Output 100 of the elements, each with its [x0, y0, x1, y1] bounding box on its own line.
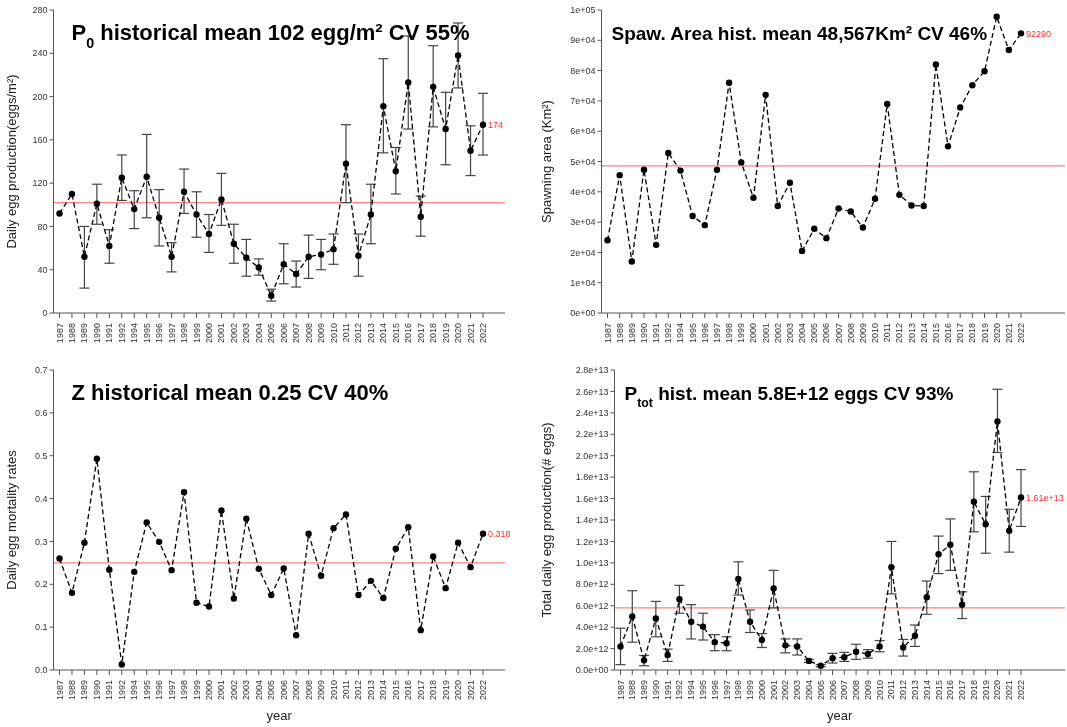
point — [81, 253, 88, 260]
point — [823, 234, 830, 242]
point — [617, 643, 624, 650]
x-tick-label: 2006 — [821, 323, 832, 344]
point — [725, 79, 733, 86]
point — [604, 237, 611, 244]
y-tick-label: 0.5 — [34, 450, 48, 461]
x-tick-label: 2006 — [278, 680, 289, 701]
point — [711, 638, 718, 646]
x-tick-label: 2009 — [857, 323, 868, 344]
point — [900, 644, 907, 651]
point — [1017, 30, 1025, 37]
x-tick-label: 2003 — [241, 323, 252, 344]
x-tick-label: 1995 — [687, 323, 698, 344]
point — [911, 632, 919, 639]
point — [479, 121, 487, 128]
point — [944, 143, 952, 150]
point — [380, 594, 387, 602]
point — [467, 563, 474, 571]
point — [770, 585, 777, 592]
point — [243, 515, 250, 522]
point — [118, 174, 125, 181]
x-tick-label: 2004 — [253, 680, 264, 701]
x-tick-label: 2012 — [894, 323, 905, 344]
x-tick-label: 2018 — [428, 323, 439, 344]
x-tick-label: 2001 — [216, 323, 227, 344]
x-tick-label: 1991 — [104, 323, 115, 344]
x-tick-label: 2008 — [303, 323, 314, 344]
point — [479, 530, 487, 537]
point — [305, 253, 312, 260]
y-tick-label: 2e+04 — [570, 247, 596, 258]
point — [888, 563, 895, 571]
y-tick-label: 0.0e+00 — [575, 665, 609, 676]
point — [793, 643, 801, 650]
point — [330, 245, 337, 253]
point — [155, 538, 163, 546]
y-tick-label: 120 — [32, 178, 48, 189]
point — [746, 618, 754, 625]
x-tick-label: 1990 — [638, 323, 649, 344]
x-tick-label: 2007 — [839, 680, 850, 701]
point — [994, 418, 1001, 425]
point — [652, 615, 660, 622]
point — [268, 591, 275, 599]
point — [713, 166, 721, 173]
y-tick-label: 8e+04 — [570, 65, 596, 76]
point — [255, 264, 262, 271]
point — [628, 258, 636, 265]
x-tick-label: 1997 — [711, 323, 722, 344]
y-axis-title: Total daily egg production(# eggs) — [539, 422, 554, 618]
x-tick-label: 2009 — [316, 680, 327, 701]
y-tick-label: 5e+04 — [570, 156, 596, 167]
x-tick-label: 1997 — [166, 680, 177, 701]
y-tick-label: 7e+04 — [570, 96, 596, 107]
x-tick-label: 1997 — [166, 323, 177, 344]
x-tick-label: 1988 — [614, 323, 625, 344]
x-tick-label: 1998 — [179, 680, 190, 701]
point — [687, 618, 695, 625]
y-tick-label: 2.4e+13 — [575, 408, 609, 419]
x-tick-label: 2012 — [898, 680, 909, 701]
x-tick-label: 1992 — [674, 680, 685, 701]
point — [168, 253, 175, 260]
point — [956, 104, 964, 111]
point — [782, 642, 789, 649]
x-tick-label: 1987 — [54, 323, 65, 344]
y-tick-label: 2.6e+13 — [575, 386, 609, 397]
y-tick-label: 0.1 — [34, 622, 48, 633]
point — [56, 555, 63, 562]
point — [665, 149, 672, 157]
point — [143, 173, 150, 180]
x-tick-label: 2010 — [870, 323, 881, 344]
point — [93, 200, 101, 207]
y-tick-label: 200 — [32, 91, 48, 102]
x-tick-label: 2017 — [957, 680, 968, 701]
point — [442, 584, 449, 592]
x-tick-label: 2006 — [278, 323, 289, 344]
y-tick-label: 6e+04 — [570, 126, 596, 137]
x-tick-label: 2020 — [992, 680, 1003, 701]
y-tick-label: 160 — [32, 135, 48, 146]
text: Spaw. Area hist. mean 48,567Km² CV 46% — [611, 23, 988, 44]
x-tick-label: 1999 — [191, 323, 202, 344]
point — [908, 202, 915, 209]
point — [852, 648, 860, 655]
point — [355, 591, 362, 599]
point — [218, 196, 225, 203]
point — [131, 568, 138, 576]
text: P$_{tot}$ hist. mean 5.8E+12 eggs CV 93% — [624, 383, 954, 410]
x-tick-label: 2005 — [815, 680, 826, 701]
x-tick-label: 1996 — [154, 323, 165, 344]
y-axis-title: Daily egg mortality rates — [4, 449, 19, 590]
annotation: 0.318 — [488, 528, 511, 539]
point — [230, 240, 238, 247]
text: Z historical mean 0.25 CV 40% — [71, 380, 389, 405]
x-tick-label: 2004 — [797, 323, 808, 344]
point — [677, 167, 684, 174]
y-axis-title: Spawning area (Km²) — [539, 100, 554, 223]
x-tick-label: 2015 — [390, 680, 401, 701]
point — [305, 530, 312, 537]
x-tick-label: 2021 — [1003, 323, 1014, 344]
point — [280, 565, 287, 572]
x-tick-label: 1989 — [626, 323, 637, 344]
